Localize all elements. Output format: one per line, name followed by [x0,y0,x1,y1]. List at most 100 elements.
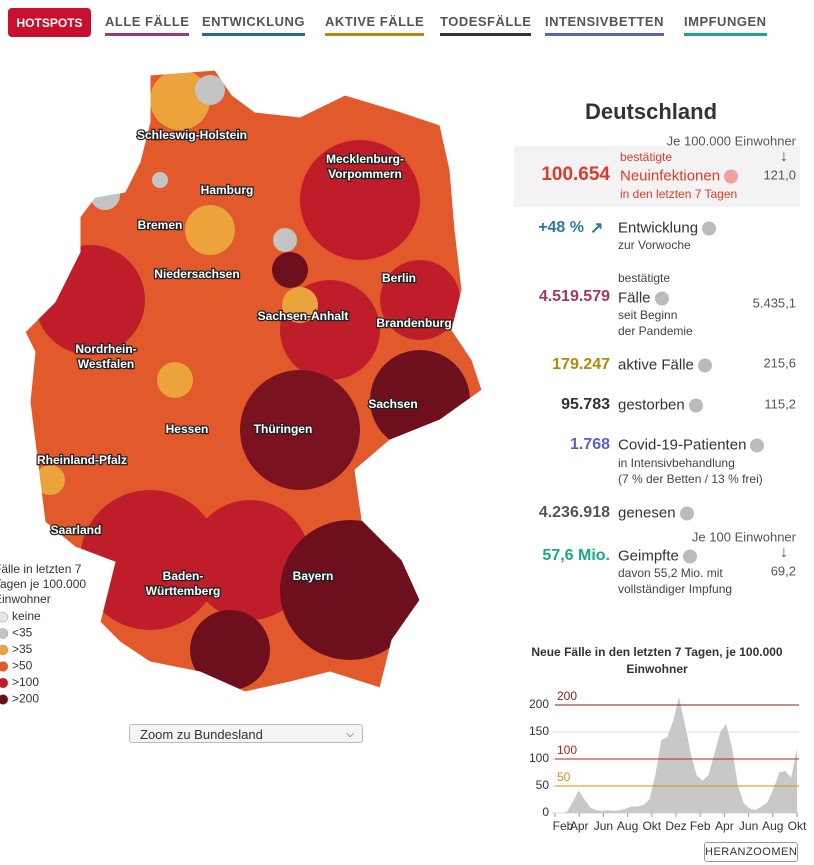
state-label: Sachsen [368,397,417,411]
tab[interactable]: IMPFUNGEN [684,14,767,36]
pre: bestätigte [620,150,673,164]
x-tick-label: Dez [665,819,686,833]
reference-label: 200 [557,690,577,703]
y-tick-label: 150 [529,724,549,738]
label-text: Neuinfektionen [620,167,721,185]
state-label: Vorpommern [328,167,402,181]
tab[interactable]: TODESFÄLLE [440,14,532,36]
stats-title: Deutschland [585,99,718,124]
label-text: Fälle [618,289,651,307]
legend-swatch [0,661,9,672]
y-tick-label: 50 [536,778,550,792]
state-label: Thüringen [254,422,313,436]
map: Schleswig-Holstein Mecklenburg-Vorpommern… [0,69,483,706]
arrow: ↓ [780,148,788,165]
state-label: Württemberg [146,584,221,598]
state-label: Berlin [382,271,416,285]
per-header: Je 100.000 Einwohner [666,133,796,149]
state-label: Westfalen [78,357,134,371]
arrow: ↓ [780,544,788,561]
x-tick-label: Apr [570,819,589,833]
value: 57,6 Mio. [542,547,610,564]
tab[interactable]: ENTWICKLUNG [202,14,305,36]
tab-active[interactable]: HOTSPOTS [8,8,91,37]
value: 1.768 [569,436,610,453]
label-text: aktive Fälle [618,356,694,374]
highlight-box [514,146,800,207]
x-tick-label: Apr [715,819,734,833]
label: Entwicklung [618,220,717,237]
legend-swatch [0,677,9,689]
info-icon[interactable] [697,358,712,373]
sub: davon 55,2 Mio. mit [618,566,723,580]
legend-title: Fälle in letzten 7 [0,562,82,576]
sub: in Intensivbehandlung [618,456,735,470]
state-label: Hessen [166,422,209,436]
legend-label: >35 [12,642,33,656]
state-label: Saarland [51,523,102,537]
state-label: Bayern [293,569,334,583]
legend-label: >50 [12,659,33,673]
per: 215,6 [763,355,796,371]
per: 121,0 [763,167,796,183]
reference-label: 100 [557,743,577,757]
sub: in den letzten 7 Tagen [620,187,738,201]
state-label: Baden- [163,569,204,583]
dropdown-caret: ⌵ [346,729,354,740]
per: 69,2 [770,563,796,579]
label: Geimpfte [618,548,697,565]
sub: vollständiger Impfung [618,582,733,596]
legend-label: <35 [12,626,33,640]
state-label: Hamburg [201,183,254,197]
x-tick-label: Aug [617,819,638,833]
per: 5.435,1 [752,295,796,311]
dropdown-text: Zoom zu Bundesland [140,727,263,742]
info-icon[interactable] [654,291,669,306]
label-text: Geimpfte [618,547,679,565]
info-icon[interactable] [750,438,765,453]
state-label: Niedersachsen [154,267,239,281]
legend-swatch [0,628,9,639]
value: +48 % [538,219,584,236]
legend-title: Einwohner [0,592,51,606]
x-tick-label: Okt [788,819,807,833]
info-icon[interactable] [724,169,739,184]
zoom-button[interactable]: HERANZOOMEN [704,842,798,862]
info-icon[interactable] [682,549,697,564]
state-label: Nordrhein- [75,342,136,356]
per: 115,2 [764,396,796,412]
tab[interactable]: INTENSIVBETTEN [545,14,664,36]
x-tick-label: Okt [642,819,661,833]
reference-label: 50 [557,770,571,784]
label: aktive Fälle [618,357,712,374]
label: genesen [618,505,694,522]
legend-label: >100 [12,675,39,689]
state-label: Sachsen-Anhalt [258,309,349,323]
trend-arrow: ↗ [590,220,604,237]
sub: der Pandemie [618,324,693,338]
info-icon[interactable] [679,506,694,521]
value: 95.783 [561,396,610,413]
y-tick-label: 0 [542,805,549,819]
tab[interactable]: AKTIVE FÄLLE [325,14,425,36]
x-tick-label: Jun [594,819,613,833]
legend-label: >200 [12,692,39,706]
x-tick-label: Jun [739,819,758,833]
label: gestorben [618,397,703,414]
tab[interactable]: ALLE FÄLLE [105,14,190,36]
x-tick-label: Aug [762,819,783,833]
label-text: gestorben [618,396,685,414]
per-header: Je 100 Einwohner [691,529,796,545]
legend-swatch [0,644,9,656]
sub: (7 % der Betten / 13 % frei) [618,472,763,486]
area [555,696,797,813]
x-tick-label: Feb [690,819,711,833]
info-icon[interactable] [688,398,703,413]
info-icon[interactable] [702,221,717,236]
zoom-dropdown[interactable]: Zoom zu Bundesland ⌵ [129,724,363,743]
pre: bestätigte [618,271,671,285]
sub: zur Vorwoche [618,238,691,252]
y-tick-label: 200 [529,697,549,711]
